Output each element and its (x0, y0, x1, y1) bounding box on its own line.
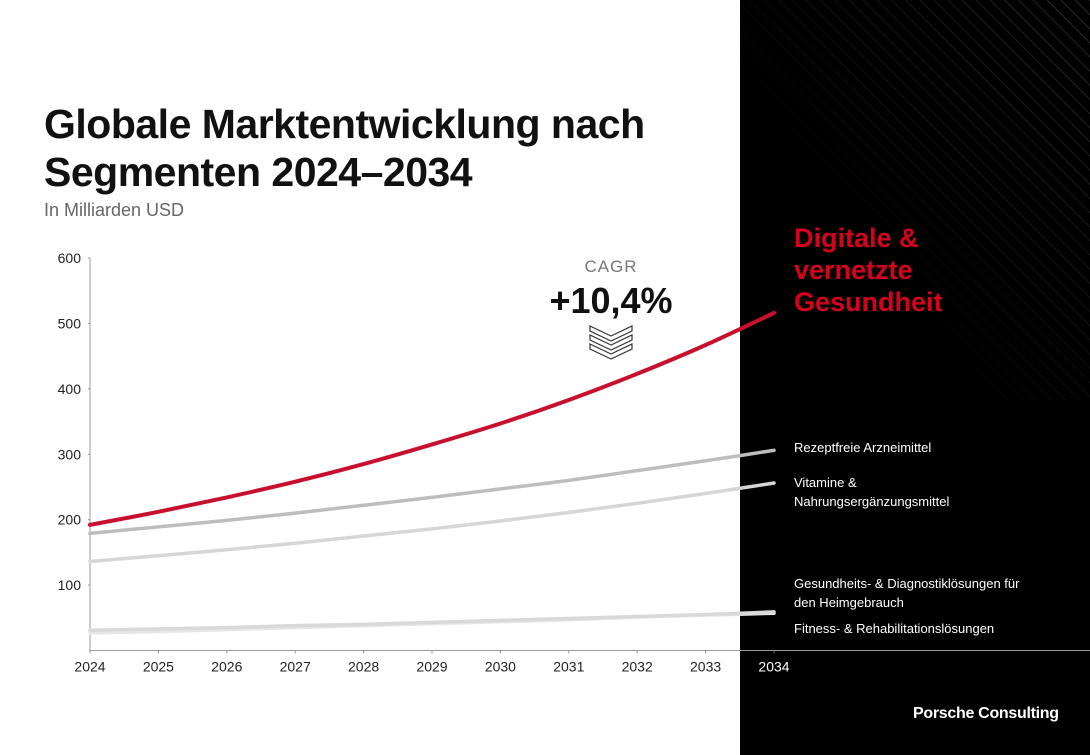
y-tick-label: 500 (58, 315, 82, 331)
stripe-decoration (740, 0, 1090, 400)
series-label: Vitamine & Nahrungsergänzungsmittel (794, 475, 950, 509)
series-line (88, 610, 776, 632)
x-tick-label: 2033 (690, 659, 721, 675)
x-tick-label: 2030 (485, 659, 516, 675)
highlight-label: Digitale & vernetzte Gesundheit (794, 223, 943, 317)
x-tick-label: 2024 (74, 659, 105, 675)
y-tick-label: 400 (58, 381, 82, 397)
chevron-icon (589, 325, 633, 360)
x-tick-label: 2029 (416, 659, 447, 675)
series-label: Rezeptfreie Arzneimittel (794, 440, 932, 455)
x-tick-label: 2034 (758, 659, 789, 675)
series-line (88, 481, 776, 564)
x-tick-label: 2031 (553, 659, 584, 675)
y-tick-label: 100 (58, 577, 82, 593)
series-line (88, 448, 776, 536)
annotation: CAGR (584, 257, 638, 276)
series-label: Fitness- & Rehabilitationslösungen (794, 621, 995, 636)
chart-subtitle: In Milliarden USD (44, 200, 185, 220)
y-tick-label: 200 (58, 512, 82, 528)
x-tick-label: 2028 (348, 659, 379, 675)
series-line (88, 310, 776, 527)
x-tick-label: 2025 (143, 659, 174, 675)
series-label: Gesundheits- & Diagnostiklösungen für de… (794, 576, 1020, 610)
x-tick-label: 2027 (280, 659, 311, 675)
y-tick-label: 600 (58, 250, 82, 266)
y-tick-label: 300 (58, 446, 82, 462)
x-tick-label: 2026 (211, 659, 242, 675)
chart-title: Globale Marktentwicklung nach Segmenten … (44, 101, 645, 195)
annotation: +10,4% (549, 280, 673, 321)
x-tick-label: 2032 (622, 659, 653, 675)
brand-logo: Porsche Consulting (913, 705, 1059, 722)
